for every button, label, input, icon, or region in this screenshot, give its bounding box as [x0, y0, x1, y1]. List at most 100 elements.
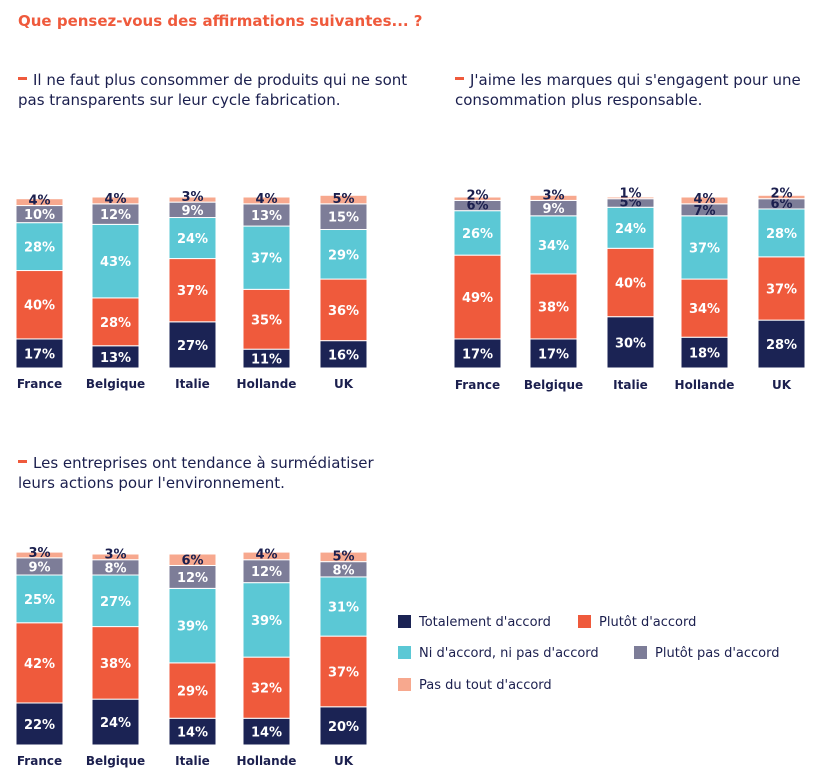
chart-2-title-text: J'aime les marques qui s'engagent pour u…: [455, 71, 801, 109]
data-label-plutot: 38%: [100, 657, 131, 672]
legend-swatch-totalement: [398, 615, 411, 628]
category-label: Italie: [175, 377, 210, 391]
data-label-plutot-pas: 8%: [104, 561, 126, 576]
category-label: France: [455, 378, 500, 392]
data-label-plutot: 40%: [24, 299, 55, 314]
legend-item-plutot: Plutôt d'accord: [578, 615, 696, 630]
data-label-ni: 24%: [615, 222, 646, 237]
bar-segment-ni: [529, 215, 578, 275]
data-label-ni: 28%: [766, 227, 797, 242]
data-label-pas-du-tout: 1%: [619, 187, 641, 202]
legend-item-ni: Ni d'accord, ni pas d'accord: [398, 646, 599, 661]
data-label-plutot-pas: 9%: [28, 560, 50, 575]
data-label-plutot-pas: 12%: [177, 571, 208, 586]
bar-segment-pas-du-tout: [168, 196, 217, 203]
bar-segment-plutot: [529, 273, 578, 340]
data-label-plutot-pas: 12%: [251, 565, 282, 580]
category-label: Italie: [175, 754, 210, 768]
legend-swatch-ni: [398, 646, 411, 659]
bar-segment-ni: [242, 225, 291, 290]
category-label: France: [17, 754, 62, 768]
bar-segment-totalement: [453, 338, 502, 369]
data-label-ni: 25%: [24, 593, 55, 608]
category-label: UK: [772, 378, 792, 392]
category-label: Belgique: [86, 377, 145, 391]
data-label-pas-du-tout: 4%: [255, 548, 277, 563]
data-label-ni: 29%: [328, 248, 359, 263]
data-label-pas-du-tout: 3%: [181, 190, 203, 205]
data-label-plutot-pas: 6%: [466, 199, 488, 214]
bar-segment-pas-du-tout: [319, 551, 368, 563]
data-label-plutot: 49%: [462, 291, 493, 306]
bar-segment-pas-du-tout: [168, 553, 217, 566]
data-label-plutot: 28%: [100, 316, 131, 331]
bar-segment-ni: [168, 217, 217, 260]
bar-segment-plutot: [453, 254, 502, 340]
legend: Totalement d'accord Plutôt d'accord Ni d…: [398, 608, 808, 708]
bar-segment-pas-du-tout: [453, 196, 502, 201]
bar-segment-pas-du-tout: [15, 551, 64, 559]
legend-item-pas-du-tout: Pas du tout d'accord: [398, 678, 552, 693]
data-label-totalement: 16%: [328, 348, 359, 363]
bar-segment-plutot: [680, 278, 729, 338]
chart-3-title-text: Les entreprises ont tendance à surmédiat…: [18, 454, 374, 492]
data-label-totalement: 28%: [766, 338, 797, 353]
page-title: Que pensez-vous des affirmations suivant…: [18, 12, 423, 30]
bar-segment-pas-du-tout: [242, 551, 291, 561]
bar-segment-plutot: [757, 256, 806, 321]
data-label-ni: 37%: [251, 252, 282, 267]
chart-1-title-text: Il ne faut plus consommer de produits qu…: [18, 71, 408, 109]
data-label-plutot: 38%: [538, 300, 569, 315]
data-label-plutot: 29%: [177, 685, 208, 700]
data-label-totalement: 14%: [251, 726, 282, 741]
chart-overmediatization: 22%42%25%9%3%France24%38%27%8%3%Belgique…: [15, 546, 368, 768]
data-label-plutot: 36%: [328, 304, 359, 319]
data-label-pas-du-tout: 2%: [466, 188, 488, 203]
data-label-totalement: 17%: [538, 347, 569, 362]
bar-segment-plutot: [168, 258, 217, 323]
data-label-ni: 24%: [177, 232, 208, 247]
legend-item-plutot-pas: Plutôt pas d'accord: [634, 646, 780, 661]
bar-segment-plutot: [15, 622, 64, 704]
bar-segment-ni: [319, 228, 368, 280]
bar-segment-totalement: [91, 698, 140, 746]
bar-segment-totalement: [15, 702, 64, 746]
chart-2-title: J'aime les marques qui s'engagent pour u…: [455, 70, 805, 110]
data-label-plutot: 37%: [328, 665, 359, 680]
bar-segment-ni: [15, 574, 64, 624]
data-label-ni: 31%: [328, 601, 359, 616]
bar-segment-pas-du-tout: [606, 196, 655, 200]
data-label-totalement: 14%: [177, 726, 208, 741]
category-label: Belgique: [86, 754, 145, 768]
bar-segment-ni: [453, 210, 502, 256]
bar-segment-ni: [606, 206, 655, 249]
data-label-pas-du-tout: 3%: [542, 188, 564, 203]
bar-segment-pas-du-tout: [91, 553, 140, 561]
data-label-ni: 26%: [462, 227, 493, 242]
legend-swatch-plutot-pas: [634, 646, 647, 659]
bar-segment-totalement: [168, 717, 217, 746]
legend-label-plutot-pas: Plutôt pas d'accord: [655, 646, 780, 661]
category-label: France: [17, 377, 62, 391]
chart-3-title: Les entreprises ont tendance à surmédiat…: [18, 453, 398, 493]
category-label: Belgique: [524, 378, 583, 392]
data-label-pas-du-tout: 4%: [104, 192, 126, 207]
data-label-totalement: 30%: [615, 336, 646, 351]
data-label-ni: 34%: [538, 239, 569, 254]
bar-segment-ni: [680, 215, 729, 280]
data-label-plutot: 42%: [24, 657, 55, 672]
legend-swatch-pas-du-tout: [398, 678, 411, 691]
bar-segment-totalement: [757, 319, 806, 369]
title-dash-1: [18, 77, 27, 80]
legend-item-totalement: Totalement d'accord: [398, 615, 551, 630]
legend-label-ni: Ni d'accord, ni pas d'accord: [419, 646, 599, 661]
data-label-totalement: 22%: [24, 718, 55, 733]
category-label: Hollande: [237, 377, 297, 391]
bar-segment-totalement: [15, 338, 64, 369]
legend-label-pas-du-tout: Pas du tout d'accord: [419, 678, 552, 693]
bar-segment-pas-du-tout: [529, 194, 578, 201]
chart-responsible-brands: 17%49%26%6%2%France17%38%34%9%3%Belgique…: [453, 187, 806, 392]
data-label-ni: 39%: [251, 614, 282, 629]
data-label-totalement: 13%: [100, 351, 131, 366]
bar-segment-pas-du-tout: [242, 196, 291, 205]
